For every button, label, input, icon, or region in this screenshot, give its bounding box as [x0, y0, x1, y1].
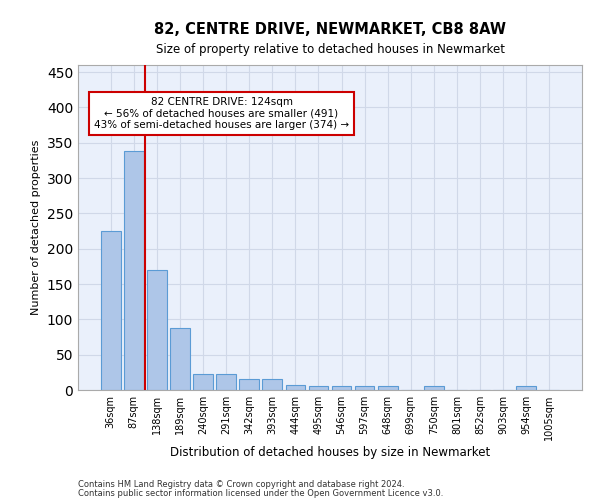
Text: Contains HM Land Registry data © Crown copyright and database right 2024.: Contains HM Land Registry data © Crown c… [78, 480, 404, 489]
Bar [424, 386, 443, 390]
Text: 82, CENTRE DRIVE, NEWMARKET, CB8 8AW: 82, CENTRE DRIVE, NEWMARKET, CB8 8AW [154, 22, 506, 38]
Bar [217, 374, 236, 390]
Bar [124, 151, 143, 390]
X-axis label: Distribution of detached houses by size in Newmarket: Distribution of detached houses by size … [170, 446, 490, 459]
Bar [286, 385, 305, 390]
Text: Size of property relative to detached houses in Newmarket: Size of property relative to detached ho… [155, 42, 505, 56]
Y-axis label: Number of detached properties: Number of detached properties [31, 140, 41, 315]
Bar [332, 386, 352, 390]
Bar [193, 374, 213, 390]
Text: Contains public sector information licensed under the Open Government Licence v3: Contains public sector information licen… [78, 489, 443, 498]
Bar [355, 386, 374, 390]
Bar [308, 386, 328, 390]
Bar [170, 328, 190, 390]
Bar [378, 386, 398, 390]
Bar [239, 378, 259, 390]
Bar [517, 386, 536, 390]
Bar [262, 380, 282, 390]
Bar [147, 270, 167, 390]
Bar [101, 231, 121, 390]
Text: 82 CENTRE DRIVE: 124sqm
← 56% of detached houses are smaller (491)
43% of semi-d: 82 CENTRE DRIVE: 124sqm ← 56% of detache… [94, 97, 349, 130]
